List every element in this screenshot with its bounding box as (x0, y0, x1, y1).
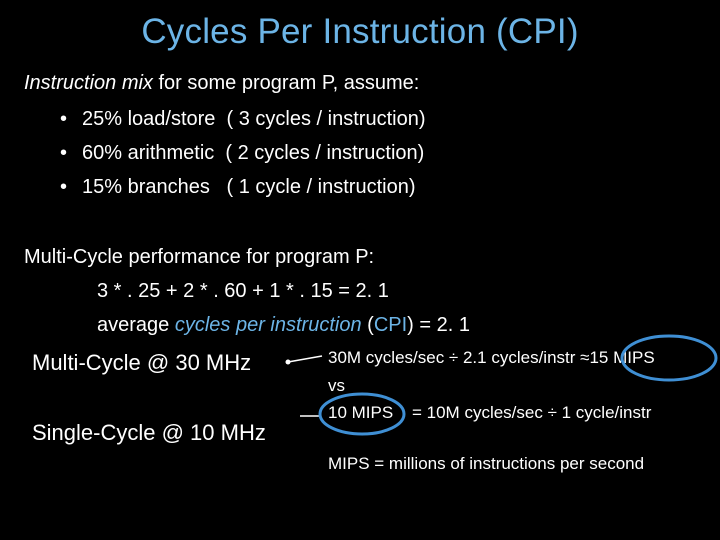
mix-item: • 25% load/store ( 3 cycles / instruction… (60, 108, 425, 131)
perf-heading: Multi-Cycle performance for program P: (24, 246, 375, 268)
mips-highlight-circle (620, 334, 718, 382)
avg-paren: ( (361, 314, 374, 336)
bullet-icon: • (60, 108, 68, 130)
mix-heading-italic: Instruction mix (24, 72, 153, 94)
mix-heading-rest: for some program P, assume: (152, 72, 420, 94)
perf-average: average cycles per instruction (CPI) = 2… (97, 314, 470, 337)
single-cycle-calc: = 10M cycles/sec ÷ 1 cycle/instr (412, 403, 652, 422)
mix-item-text: 60% arithmetic ( 2 cycles / instruction) (82, 142, 425, 164)
bullet-icon: • (60, 142, 68, 164)
avg-cpi: CPI (373, 314, 408, 336)
mix-item-text: 25% load/store ( 3 cycles / instruction) (82, 108, 426, 130)
mips-footnote: MIPS = millions of instructions per seco… (328, 454, 645, 473)
mix-item: • 60% arithmetic ( 2 cycles / instruction… (60, 142, 424, 165)
bullet-icon: • (60, 176, 68, 198)
avg-italic: cycles per instruction (174, 314, 362, 336)
mips-highlight-circle (318, 392, 406, 436)
multi-cycle-calc: 30M cycles/sec ÷ 2.1 cycles/instr ≈15 MI… (328, 348, 655, 367)
mix-heading: Instruction mix for some program P, assu… (24, 72, 419, 95)
single-cycle-label: Single-Cycle @ 10 MHz (32, 420, 266, 445)
vs-label: vs (328, 376, 345, 395)
mix-item: • 15% branches ( 1 cycle / instruction) (60, 176, 415, 199)
single-cycle-mips: 10 MIPS (328, 403, 394, 422)
slide-title: Cycles Per Instruction (CPI) (141, 12, 579, 51)
mix-item-text: 15% branches ( 1 cycle / instruction) (82, 176, 416, 198)
multi-connector-line (287, 355, 323, 363)
avg-prefix: average (97, 314, 175, 336)
avg-suffix: ) = 2. 1 (407, 314, 470, 336)
multi-connector-dot (285, 359, 291, 365)
multi-cycle-label: Multi-Cycle @ 30 MHz (32, 350, 252, 375)
perf-formula: 3 * . 25 + 2 * . 60 + 1 * . 15 = 2. 1 (97, 280, 389, 302)
